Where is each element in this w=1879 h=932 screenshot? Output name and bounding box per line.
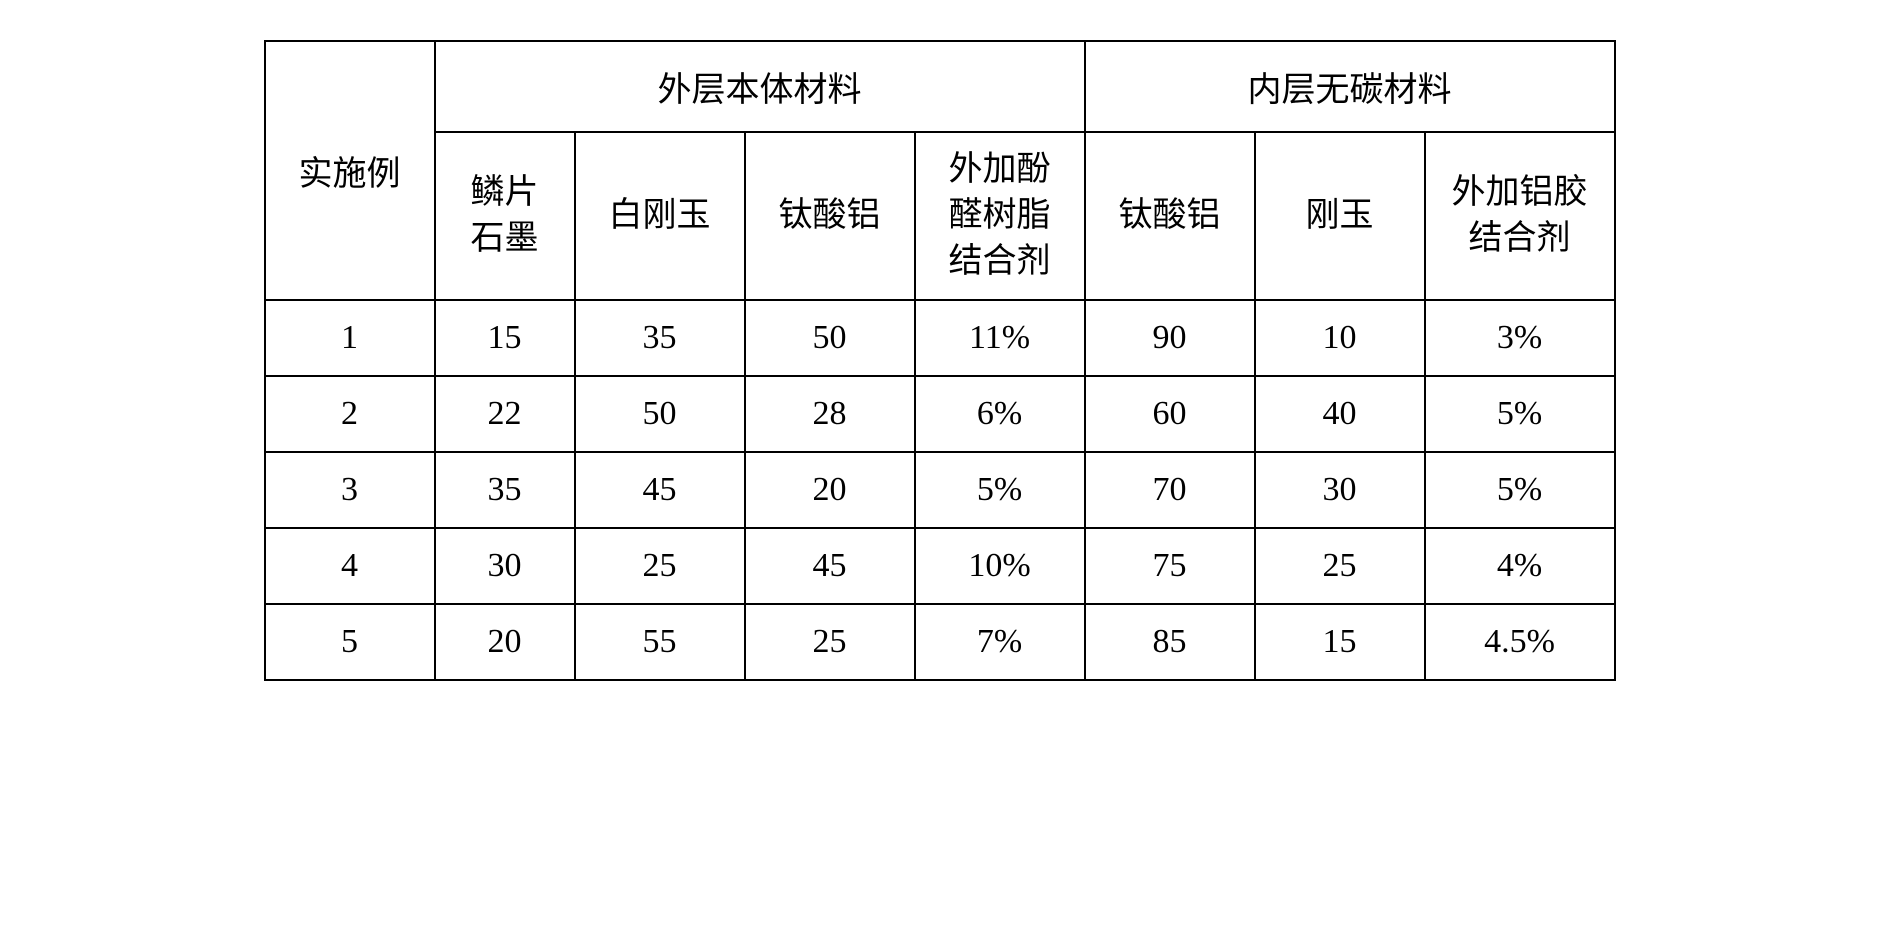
cell: 4% [1425,528,1615,604]
header-example: 实施例 [265,41,435,300]
row-id: 3 [265,452,435,528]
cell: 70 [1085,452,1255,528]
cell: 75 [1085,528,1255,604]
cell: 45 [575,452,745,528]
cell: 85 [1085,604,1255,680]
cell: 25 [1255,528,1425,604]
cell: 55 [575,604,745,680]
cell: 20 [435,604,575,680]
cell: 15 [435,300,575,376]
subheader-6: 外加铝胶结合剂 [1425,132,1615,300]
subheader-0: 鳞片石墨 [435,132,575,300]
table-row: 33545205%70305% [265,452,1615,528]
header-group-inner: 内层无碳材料 [1085,41,1615,132]
cell: 28 [745,376,915,452]
cell: 3% [1425,300,1615,376]
cell: 6% [915,376,1085,452]
cell: 60 [1085,376,1255,452]
subheader-5: 刚玉 [1255,132,1425,300]
table-row: 430254510%75254% [265,528,1615,604]
materials-table: 实施例 外层本体材料 内层无碳材料 鳞片石墨 白刚玉 钛酸铝 外加酚醛树脂结合剂… [264,40,1616,681]
cell: 11% [915,300,1085,376]
row-id: 4 [265,528,435,604]
table-body: 115355011%90103%22250286%60405%33545205%… [265,300,1615,680]
cell: 30 [1255,452,1425,528]
cell: 25 [745,604,915,680]
row-id: 5 [265,604,435,680]
table-row: 52055257%85154.5% [265,604,1615,680]
cell: 22 [435,376,575,452]
cell: 10% [915,528,1085,604]
row-id: 1 [265,300,435,376]
cell: 40 [1255,376,1425,452]
cell: 5% [1425,376,1615,452]
subheader-4: 钛酸铝 [1085,132,1255,300]
cell: 10 [1255,300,1425,376]
table-row: 115355011%90103% [265,300,1615,376]
cell: 5% [915,452,1085,528]
cell: 90 [1085,300,1255,376]
cell: 50 [575,376,745,452]
row-id: 2 [265,376,435,452]
header-group-outer: 外层本体材料 [435,41,1085,132]
cell: 4.5% [1425,604,1615,680]
cell: 50 [745,300,915,376]
subheader-1: 白刚玉 [575,132,745,300]
cell: 35 [575,300,745,376]
cell: 30 [435,528,575,604]
cell: 20 [745,452,915,528]
cell: 5% [1425,452,1615,528]
cell: 15 [1255,604,1425,680]
table-row: 22250286%60405% [265,376,1615,452]
subheader-2: 钛酸铝 [745,132,915,300]
cell: 45 [745,528,915,604]
cell: 7% [915,604,1085,680]
subheader-3: 外加酚醛树脂结合剂 [915,132,1085,300]
cell: 35 [435,452,575,528]
cell: 25 [575,528,745,604]
